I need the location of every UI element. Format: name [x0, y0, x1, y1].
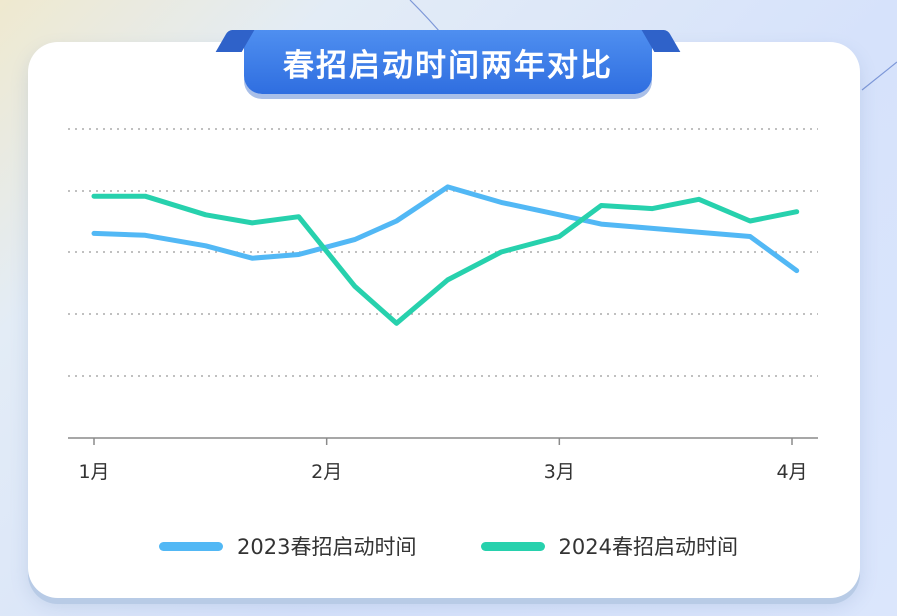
legend-swatch-2024 — [480, 541, 545, 551]
x-tick-label-3: 3月 — [544, 461, 575, 483]
legend-label-2024: 2024春招启动时间 — [558, 535, 738, 559]
x-tick-label-4: 4月 — [776, 461, 807, 483]
title-banner: 春招启动时间两年对比 — [244, 30, 652, 94]
chart-title: 春招启动时间两年对比 — [283, 47, 613, 84]
legend: 2023春招启动时间 2024春招启动时间 — [0, 528, 897, 564]
x-tick-label-1: 1月 — [78, 461, 109, 483]
series-line-2024 — [91, 193, 800, 326]
series-line-2023 — [91, 184, 800, 274]
legend-item-2023: 2023春招启动时间 — [159, 531, 417, 561]
legend-swatch-2023 — [159, 541, 224, 551]
legend-label-2023: 2023春招启动时间 — [237, 535, 417, 559]
legend-item-2024: 2024春招启动时间 — [480, 531, 738, 561]
x-tick-label-2: 2月 — [311, 461, 342, 483]
chart-card — [28, 42, 860, 598]
